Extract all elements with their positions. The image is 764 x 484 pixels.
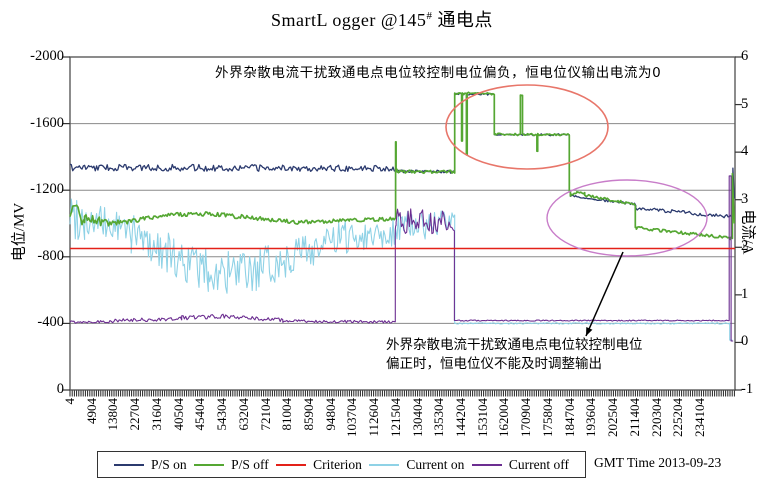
legend-swatch (276, 463, 307, 466)
x-tick-label: 175804 (539, 398, 555, 437)
y-left-tick-label: -1200 (30, 181, 64, 198)
red-ellipse-annotation (445, 84, 609, 170)
y-right-tick-label: 2 (741, 238, 749, 255)
y-left-tick-label: -800 (37, 247, 64, 264)
gmt-time-label: GMT Time 2013-09-23 (594, 455, 722, 470)
chart-title-main: SmartL ogger @145 (271, 10, 427, 30)
y-right-tick-label: 1 (741, 285, 749, 302)
legend-swatch (369, 463, 400, 466)
legend-item-current-on: Current on (369, 457, 464, 473)
x-tick-label: 45404 (192, 398, 208, 431)
legend-item-criterion: Criterion (276, 457, 362, 473)
x-tick-label: 4904 (83, 398, 99, 424)
x-tick-label: 144204 (453, 398, 469, 437)
x-tick-label: 4 (62, 398, 77, 405)
x-tick-label: 193604 (583, 398, 599, 437)
annotation-arrow (585, 251, 624, 337)
x-tick-label: 170904 (518, 398, 534, 437)
x-tick-label: 220304 (648, 398, 664, 437)
violet-ellipse-annotation (546, 179, 708, 257)
x-tick-label: 234104 (692, 398, 707, 437)
y-right-tick-label: 6 (741, 48, 749, 64)
y-left-tick-label: -1600 (30, 114, 64, 131)
x-tick-label: 72104 (257, 398, 273, 431)
legend-label: Current on (406, 456, 465, 472)
annotation-line1: 外界杂散电流干扰致通电点电位较控制电位 (386, 337, 643, 353)
series-current-off-line (69, 175, 734, 342)
y-left-tick-label: 0 (56, 381, 64, 397)
legend: P/S on P/S off Criterion Current on Current … (97, 451, 586, 478)
x-tick-label: 13804 (105, 398, 121, 431)
y-left-tick-label: -2000 (30, 48, 64, 64)
x-tick-label: 153104 (474, 398, 490, 437)
x-tick-label: 130404 (409, 398, 425, 437)
chart-title-superscript: # (426, 10, 433, 22)
x-tick-label: 31604 (148, 398, 164, 431)
legend-label: Criterion (313, 456, 362, 472)
legend-swatch (194, 463, 225, 466)
x-tick-label: 225204 (670, 398, 686, 437)
annotation-stray-current-negative: 外界杂散电流干扰致通电点电位较控制电位偏负，恒电位仪输出电流为0 (215, 65, 662, 81)
legend-item-p-s-off: P/S off (194, 457, 269, 473)
x-tick-label: 40504 (170, 398, 186, 431)
y-right-tick-label: -1 (741, 381, 754, 397)
legend-item-p-s-on: P/S on (114, 457, 187, 473)
annotation-line2: 偏正时，恒电位仪不能及时调整输出 (386, 356, 602, 372)
x-tick-label: 162004 (496, 398, 512, 437)
y-right-tick-label: 3 (741, 190, 749, 207)
annotation-arrowhead (586, 327, 593, 336)
x-tick-label: 103704 (344, 398, 360, 437)
x-tick-label: 112604 (366, 398, 382, 437)
x-tick-label: 211404 (626, 398, 642, 437)
x-tick-label: 121504 (387, 398, 403, 437)
x-tick-label: 63204 (235, 398, 251, 431)
x-tick-label: 202504 (605, 398, 621, 437)
x-tick-label: 94804 (322, 398, 338, 431)
legend-swatch (114, 463, 144, 466)
chart-title-tail: 通电点 (432, 10, 493, 30)
x-tick-label: 184704 (561, 398, 577, 437)
legend-swatch (471, 463, 502, 466)
legend-label: P/S on (151, 456, 187, 472)
x-tick-label: 54304 (214, 398, 230, 431)
chart-title: SmartL ogger @145# 通电点 (0, 6, 764, 32)
legend-label: P/S off (231, 456, 269, 472)
annotation-stray-current-positive: 外界杂散电流干扰致通电点电位较控制电位 偏正时，恒电位仪不能及时调整输出 (386, 336, 666, 374)
y-right-tick-label: 5 (741, 95, 749, 112)
x-tick-label: 22704 (127, 398, 143, 431)
x-tick-label: 81004 (279, 398, 295, 431)
series-p-s-on-line (69, 92, 735, 219)
x-tick-label: 85904 (300, 398, 316, 431)
x-tick-label: 135304 (431, 398, 447, 437)
series-p-s-off-line (69, 91, 736, 241)
y-left-tick-label: -400 (37, 314, 64, 331)
y-right-tick-label: 0 (741, 333, 749, 350)
legend-item-current-off: Current off (471, 456, 569, 473)
legend-label: Current off (508, 456, 569, 472)
y-right-tick-label: 4 (741, 143, 749, 160)
